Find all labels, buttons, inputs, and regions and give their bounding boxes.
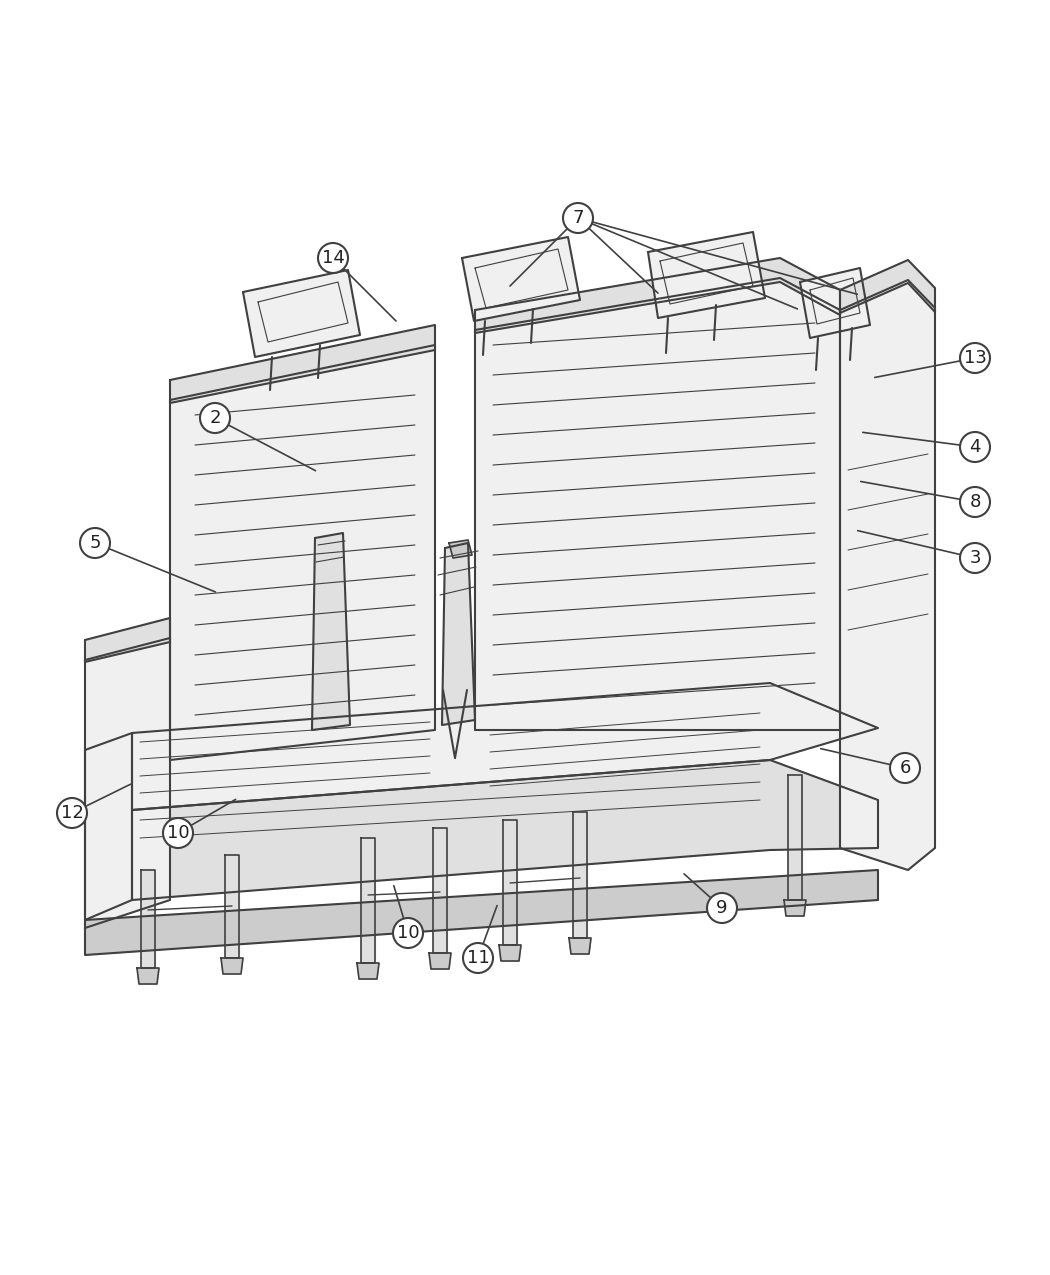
Polygon shape: [132, 760, 878, 900]
Polygon shape: [85, 733, 132, 921]
Polygon shape: [141, 870, 155, 968]
Circle shape: [463, 944, 494, 973]
Polygon shape: [312, 533, 350, 731]
Circle shape: [960, 343, 990, 374]
Text: 10: 10: [167, 824, 189, 842]
Text: 2: 2: [209, 409, 220, 427]
Circle shape: [318, 244, 348, 273]
Text: 12: 12: [61, 805, 83, 822]
Text: 6: 6: [899, 759, 910, 776]
Text: 13: 13: [964, 349, 986, 367]
Polygon shape: [136, 968, 159, 984]
Circle shape: [960, 432, 990, 462]
Circle shape: [393, 918, 423, 949]
Circle shape: [163, 819, 193, 848]
Polygon shape: [648, 232, 765, 317]
Polygon shape: [788, 775, 802, 900]
Circle shape: [960, 543, 990, 572]
Polygon shape: [170, 325, 435, 403]
Circle shape: [57, 798, 87, 827]
Text: 7: 7: [572, 209, 584, 227]
Text: 5: 5: [89, 534, 101, 552]
Text: 14: 14: [321, 249, 344, 266]
Circle shape: [960, 487, 990, 516]
Circle shape: [80, 528, 110, 558]
Polygon shape: [475, 278, 840, 731]
Polygon shape: [449, 541, 472, 558]
Text: 10: 10: [397, 924, 419, 942]
Text: 4: 4: [969, 439, 981, 456]
Text: 8: 8: [969, 493, 981, 511]
Text: 9: 9: [716, 899, 728, 917]
Polygon shape: [361, 838, 375, 963]
Polygon shape: [503, 820, 517, 945]
Polygon shape: [499, 945, 521, 961]
Polygon shape: [840, 280, 934, 870]
Polygon shape: [462, 237, 580, 321]
Polygon shape: [569, 938, 591, 954]
Polygon shape: [784, 900, 806, 915]
Circle shape: [563, 203, 593, 233]
Circle shape: [707, 892, 737, 923]
Polygon shape: [357, 963, 379, 979]
Polygon shape: [840, 260, 934, 312]
Polygon shape: [132, 683, 878, 810]
Polygon shape: [573, 812, 587, 938]
Text: 3: 3: [969, 550, 981, 567]
Circle shape: [890, 754, 920, 783]
Circle shape: [200, 403, 230, 434]
Polygon shape: [475, 258, 840, 333]
Polygon shape: [85, 618, 170, 662]
Polygon shape: [429, 952, 452, 969]
Polygon shape: [85, 638, 170, 928]
Text: 11: 11: [466, 949, 489, 966]
Polygon shape: [220, 958, 243, 974]
Polygon shape: [225, 856, 239, 958]
Polygon shape: [442, 543, 475, 725]
Polygon shape: [800, 268, 870, 338]
Polygon shape: [170, 346, 435, 760]
Polygon shape: [243, 270, 360, 357]
Polygon shape: [433, 827, 447, 952]
Polygon shape: [85, 870, 878, 955]
